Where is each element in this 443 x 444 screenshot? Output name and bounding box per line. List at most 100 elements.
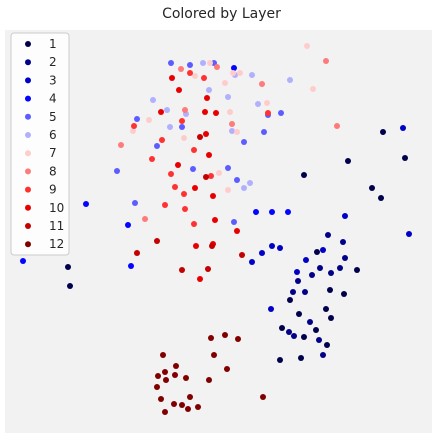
point-layer-10 [206,152,212,158]
point-layer-12 [222,332,228,338]
point-layer-1 [67,283,73,289]
point-layer-6 [206,87,212,93]
point-layer-6 [150,97,156,103]
point-layer-5 [234,177,240,183]
point-layer-12 [185,406,191,412]
point-layer-8 [178,66,184,72]
legend-marker-5 [25,113,31,120]
point-layer-9 [201,75,207,81]
point-layer-7 [130,128,136,134]
legend-marker-4 [25,95,31,102]
point-layer-5 [154,143,160,149]
point-layer-1 [402,155,408,161]
point-layer-6 [200,60,206,66]
point-layer-10 [197,276,203,282]
point-layer-12 [173,363,179,369]
legend-marker-6 [25,132,31,138]
point-layer-12 [179,402,185,408]
legend-label-7: 7 [49,146,57,160]
point-layer-4 [269,209,275,215]
point-layer-5 [190,166,196,172]
point-layer-12 [158,396,164,402]
point-layer-2 [302,289,308,295]
point-layer-10 [213,110,219,116]
point-layer-6 [255,101,261,107]
point-layer-5 [261,129,267,135]
point-layer-3 [320,247,326,253]
point-layer-3 [269,243,275,249]
point-layer-5 [132,200,138,206]
point-layer-1 [301,172,307,178]
point-layer-3 [249,259,255,265]
legend-marker-8 [25,168,31,175]
point-layer-3 [342,213,348,219]
point-layer-9 [191,221,197,227]
point-layer-1 [296,311,302,317]
point-layer-5 [241,139,247,145]
point-layer-1 [314,249,320,255]
legend-marker-3 [25,77,31,84]
point-layer-10 [203,131,209,137]
point-layer-2 [316,337,322,343]
point-layer-8 [323,58,329,64]
legend-label-2: 2 [49,55,57,69]
point-layer-6 [167,124,173,130]
point-layer-5 [134,116,140,122]
point-layer-2 [342,255,348,261]
point-layer-7 [207,60,213,66]
point-layer-4 [125,222,131,228]
point-layer-11 [197,134,203,140]
point-layer-7 [222,80,228,86]
point-layer-4 [253,209,259,215]
point-layer-2 [320,352,326,358]
point-layer-11 [203,174,209,180]
point-layer-5 [225,165,231,171]
point-layer-10 [210,193,216,199]
point-layer-1 [341,291,347,297]
point-layer-6 [229,128,235,134]
point-layer-2 [317,265,323,271]
point-layer-9 [131,123,137,129]
point-layer-12 [183,375,189,381]
point-layer-11 [154,238,160,244]
point-layer-9 [182,206,188,212]
point-layer-12 [260,394,266,400]
legend-label-5: 5 [49,110,57,124]
point-layer-11 [205,266,211,272]
point-layer-1 [279,325,285,331]
point-layer-7 [264,100,270,106]
point-layer-8 [142,216,148,222]
point-layer-10 [202,109,208,115]
point-layer-1 [327,287,333,293]
point-layer-6 [225,94,231,100]
point-layer-12 [162,369,168,375]
point-layer-9 [208,173,214,179]
point-layer-12 [160,352,166,358]
point-layer-1 [328,315,334,321]
legend-label-12: 12 [49,237,64,251]
legend-label-10: 10 [49,201,64,215]
legend-label-8: 8 [49,164,57,178]
legend-marker-2 [25,59,31,66]
point-layer-5 [114,168,120,174]
point-layer-7 [237,70,243,76]
point-layer-1 [298,355,304,361]
plot-area [5,30,432,433]
point-layer-2 [286,329,292,335]
point-layer-2 [307,319,313,325]
point-layer-10 [175,162,181,168]
point-layer-5 [231,219,237,225]
point-layer-2 [337,265,343,271]
point-layer-3 [268,306,274,312]
point-layer-12 [154,384,160,390]
point-layer-8 [259,81,265,87]
point-layer-12 [163,377,169,383]
legend-label-3: 3 [49,73,57,87]
point-layer-3 [259,250,265,256]
point-layer-5 [187,62,193,68]
point-layer-4 [20,258,26,264]
point-layer-7 [310,86,316,92]
point-layer-7 [227,109,233,115]
